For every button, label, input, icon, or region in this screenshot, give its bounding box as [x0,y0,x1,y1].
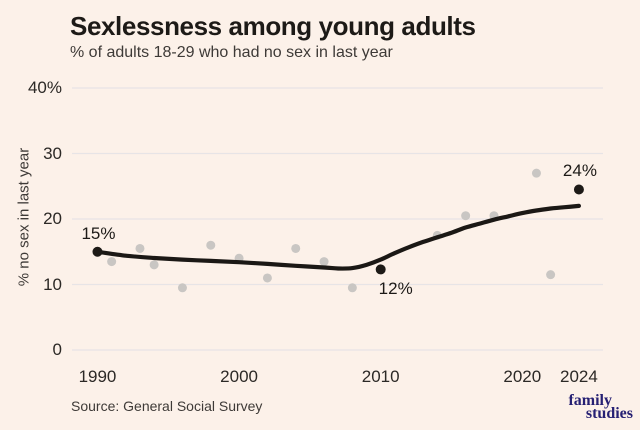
highlight-point [92,246,103,257]
y-tick-label: 40% [27,78,62,97]
logo-word-family: family [568,392,612,409]
y-tick-label: 20 [43,209,62,228]
y-tick-label: 0 [52,340,62,359]
survey-point [291,243,301,253]
logo-word-studies: studies [585,405,633,422]
survey-point [531,168,541,178]
survey-point [107,257,117,267]
trend-line [95,203,581,271]
survey-point [206,240,216,250]
point-annotation: 24% [562,160,597,180]
survey-point [347,283,357,293]
survey-point [319,257,329,267]
point-annotation: 12% [378,279,413,299]
survey-point [262,273,272,283]
point-annotation: 15% [81,223,116,243]
survey-point [135,243,145,253]
x-tick-label: 2010 [361,367,400,386]
survey-point [546,270,556,280]
family-studies-logo: family studies [568,392,633,422]
source-note: Source: General Social Survey [71,398,263,414]
x-tick-label: 2020 [503,367,542,386]
x-tick-label: 2024 [560,367,598,386]
highlight-point [375,264,386,275]
x-tick-label: 1990 [78,367,117,386]
y-tick-label: 10 [43,274,62,294]
highlight-point [573,184,584,195]
y-tick-label: 30 [43,143,62,163]
x-tick-label: 2000 [220,367,258,386]
survey-point [177,283,187,293]
chart-subtitle: % of adults 18-29 who had no sex in last… [70,44,393,61]
survey-point [149,260,159,270]
survey-point [461,211,471,221]
chart-title: Sexlessness among young adults [70,11,476,41]
